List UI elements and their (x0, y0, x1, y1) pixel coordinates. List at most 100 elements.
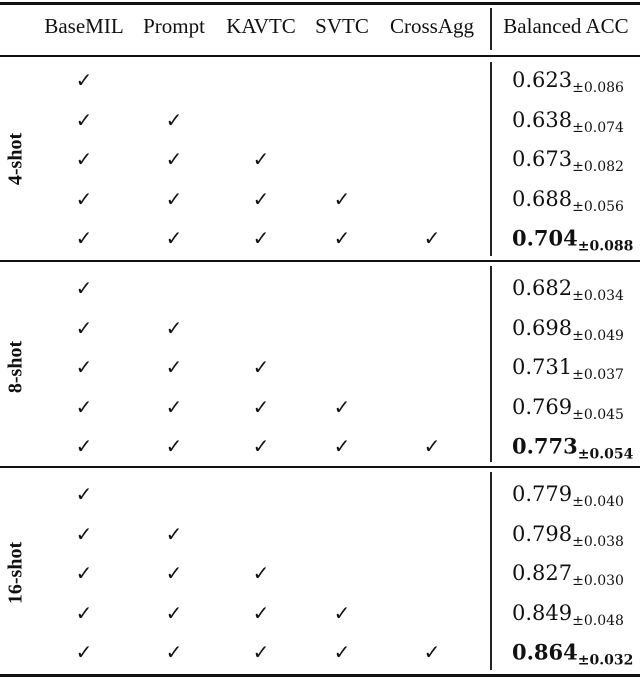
header-crossagg: CrossAgg (389, 14, 475, 38)
header-svtc: SVTC (315, 14, 369, 38)
check-icon: ✓ (165, 107, 183, 132)
bottom-rule (0, 674, 640, 677)
acc-mean: 0.827 (512, 561, 573, 585)
check-icon: ✓ (252, 226, 270, 250)
column-separator (490, 8, 492, 50)
check-icon: ✓ (252, 147, 270, 171)
balanced-acc-cell: 0.638±0.074 (512, 107, 624, 136)
check-icon: ✓ (252, 186, 270, 211)
balanced-acc-cell: 0.827±0.030 (512, 561, 624, 589)
check-icon: ✓ (165, 600, 183, 625)
header-kavtc: KAVTC (226, 14, 296, 38)
group-rule (0, 466, 640, 468)
balanced-acc-cell: 0.673±0.082 (512, 147, 624, 175)
shot-label: 4-shot (4, 132, 27, 186)
acc-std: ±0.040 (572, 494, 624, 510)
check-icon: ✓ (252, 561, 270, 585)
acc-std: ±0.030 (572, 573, 624, 589)
column-separator (490, 472, 492, 670)
acc-mean: 0.773 (512, 433, 578, 459)
check-icon: ✓ (333, 434, 351, 458)
check-icon: ✓ (75, 226, 93, 250)
check-icon: ✓ (423, 434, 441, 458)
check-icon: ✓ (165, 147, 183, 171)
check-icon: ✓ (165, 394, 183, 419)
check-icon: ✓ (75, 315, 93, 340)
acc-std: ±0.049 (572, 327, 624, 344)
check-icon: ✓ (165, 315, 183, 340)
check-icon: ✓ (165, 355, 183, 379)
column-separator (490, 62, 492, 256)
check-icon: ✓ (333, 394, 351, 419)
balanced-acc-cell: 0.682±0.034 (512, 276, 624, 304)
check-icon: ✓ (75, 600, 93, 625)
check-icon: ✓ (75, 68, 93, 92)
check-icon: ✓ (252, 600, 270, 625)
acc-std: ±0.054 (577, 446, 634, 463)
check-icon: ✓ (165, 561, 183, 585)
check-icon: ✓ (165, 434, 183, 458)
check-icon: ✓ (423, 226, 441, 250)
balanced-acc-cell: 0.623±0.086 (512, 68, 624, 96)
acc-std: ±0.088 (577, 238, 634, 255)
acc-std: ±0.048 (572, 612, 624, 629)
acc-std: ±0.074 (572, 119, 624, 136)
acc-mean: 0.673 (512, 147, 573, 171)
balanced-acc-cell: 0.798±0.038 (512, 521, 624, 550)
check-icon: ✓ (333, 226, 351, 250)
check-icon: ✓ (75, 640, 93, 664)
group-rule (0, 260, 640, 262)
check-icon: ✓ (75, 394, 93, 419)
acc-mean: 0.849 (512, 600, 573, 625)
header-prompt: Prompt (143, 14, 205, 38)
check-icon: ✓ (165, 186, 183, 211)
balanced-acc-cell: 0.698±0.049 (512, 315, 624, 344)
acc-mean: 0.779 (512, 482, 573, 506)
check-icon: ✓ (333, 186, 351, 211)
check-icon: ✓ (75, 434, 93, 458)
check-icon: ✓ (165, 226, 183, 250)
acc-mean: 0.769 (512, 394, 573, 419)
check-icon: ✓ (252, 394, 270, 419)
acc-std: ±0.056 (572, 198, 624, 215)
check-icon: ✓ (252, 434, 270, 458)
balanced-acc-cell: 0.704±0.088 (512, 226, 633, 255)
acc-mean: 0.864 (512, 639, 578, 665)
column-separator (490, 266, 492, 462)
balanced-acc-cell: 0.849±0.048 (512, 600, 624, 629)
acc-mean: 0.688 (512, 186, 573, 211)
check-icon: ✓ (333, 640, 351, 664)
balanced-acc-cell: 0.773±0.054 (512, 433, 633, 463)
check-icon: ✓ (75, 482, 93, 506)
balanced-acc-cell: 0.779±0.040 (512, 482, 624, 510)
check-icon: ✓ (75, 107, 93, 132)
balanced-acc-cell: 0.731±0.037 (512, 355, 624, 383)
acc-std: ±0.082 (572, 159, 624, 175)
acc-mean: 0.623 (512, 68, 573, 92)
check-icon: ✓ (75, 521, 93, 546)
acc-std: ±0.034 (572, 288, 624, 304)
acc-std: ±0.086 (572, 80, 624, 96)
acc-mean: 0.698 (512, 315, 573, 340)
top-rule (0, 2, 640, 5)
balanced-acc-cell: 0.688±0.056 (512, 186, 624, 215)
balanced-acc-cell: 0.864±0.032 (512, 639, 633, 669)
check-icon: ✓ (423, 640, 441, 664)
check-icon: ✓ (252, 640, 270, 664)
acc-mean: 0.682 (512, 276, 573, 300)
acc-mean: 0.638 (512, 107, 573, 132)
acc-std: ±0.037 (572, 367, 624, 383)
acc-mean: 0.798 (512, 521, 573, 546)
header-balanced-acc: Balanced ACC (503, 14, 629, 38)
check-icon: ✓ (75, 276, 93, 300)
acc-std: ±0.045 (572, 406, 624, 423)
shot-label: 8-shot (4, 340, 27, 394)
check-icon: ✓ (252, 355, 270, 379)
acc-mean: 0.731 (512, 355, 573, 379)
header-basemil: BaseMIL (44, 14, 124, 38)
check-icon: ✓ (75, 147, 93, 171)
acc-std: ±0.038 (572, 533, 624, 550)
check-icon: ✓ (75, 186, 93, 211)
check-icon: ✓ (165, 640, 183, 664)
check-icon: ✓ (165, 521, 183, 546)
